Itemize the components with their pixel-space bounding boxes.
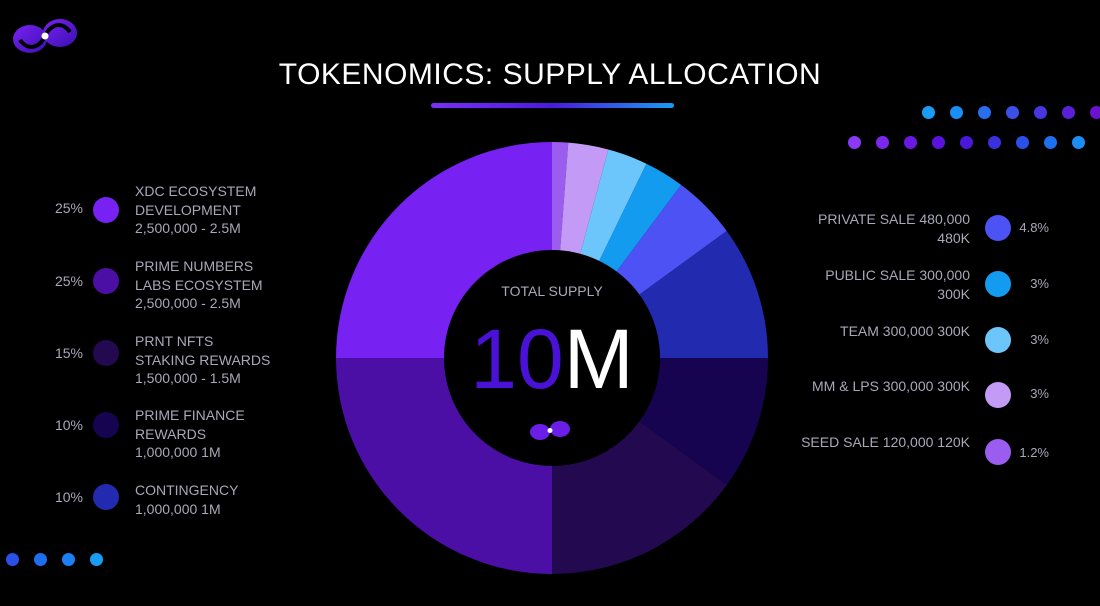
legend-item-public-sale: PUBLIC SALE 300,000 300K 3% [800,266,1060,310]
donut-hole [444,250,660,466]
decor-dot [1072,136,1085,149]
legend-pct: 25% [54,200,83,216]
center-value-number: 10 [470,312,563,406]
legend-item-team: TEAM 300,000 300K 3% [800,322,1060,366]
legend-item-mm-lps: MM & LPS 300,000 300K 3% [800,377,1060,421]
logo-center-dot [41,32,49,40]
legend-swatch [985,271,1011,297]
legend-item-private-sale: PRIVATE SALE 480,000 480K 4.8% [800,210,1060,254]
brand-logo [13,19,77,53]
center-value-unit: M [564,312,634,406]
decor-dot [1062,106,1075,119]
legend-pct: 1.2% [1019,445,1049,460]
decor-dot [950,106,963,119]
legend-pct: 10% [54,417,83,433]
center-label: TOTAL SUPPLY [501,283,603,299]
legend-swatch [985,327,1011,353]
legend-label: PRNT NFTS STAKING REWARDS 1,500,000 - 1.… [135,333,271,386]
decor-dot [1006,106,1019,119]
legend-pct: 3% [1030,386,1049,401]
decor-dot [960,136,973,149]
legend-label: SEED SALE 120,000 120K [801,434,970,450]
legend-label: PRIVATE SALE 480,000 480K [817,211,970,246]
decor-dot [62,553,75,566]
legend-pct: 3% [1030,332,1049,347]
legend-label: PRIME NUMBERS LABS ECOSYSTEM 2,500,000 -… [135,258,263,311]
legend-swatch [985,215,1011,241]
decor-dot [6,553,19,566]
legend-pct: 10% [54,489,83,505]
decor-dot [904,136,917,149]
legend-label: MM & LPS 300,000 300K [812,378,970,394]
legend-label: CONTINGENCY 1,000,000 1M [135,482,239,517]
legend-swatch [93,268,119,294]
legend-swatch [93,197,119,223]
decor-dot [978,106,991,119]
center-logo-icon [530,421,570,440]
legend-label: TEAM 300,000 300K [840,323,970,339]
page-title: TOKENOMICS: SUPPLY ALLOCATION [278,58,822,91]
legend-label: PRIME FINANCE REWARDS 1,000,000 1M [135,407,245,460]
legend-swatch [93,340,119,366]
legend-label: PUBLIC SALE 300,000 300K [825,267,970,302]
center-value: 10M [470,312,633,406]
decor-dot [1016,136,1029,149]
legend-pct: 15% [54,345,83,361]
decor-dot [34,553,47,566]
legend-pct: 4.8% [1019,220,1049,235]
legend-item-seed-sale: SEED SALE 120,000 120K 1.2% [800,433,1060,477]
legend-swatch [985,382,1011,408]
decor-dot [1090,106,1100,119]
decor-dot [876,136,889,149]
title-underline [431,103,674,108]
decor-dot [90,553,103,566]
decor-dot [922,106,935,119]
decor-dot [932,136,945,149]
decor-dot [1044,136,1057,149]
legend-pct: 25% [54,273,83,289]
legend-swatch [985,439,1011,465]
decor-dot [1034,106,1047,119]
legend-label: XDC ECOSYSTEM DEVELOPMENT 2,500,000 - 2.… [135,183,257,236]
legend-swatch [93,484,119,510]
legend-pct: 3% [1030,276,1049,291]
decor-dot [988,136,1001,149]
decor-dot [848,136,861,149]
legend-swatch [93,412,119,438]
